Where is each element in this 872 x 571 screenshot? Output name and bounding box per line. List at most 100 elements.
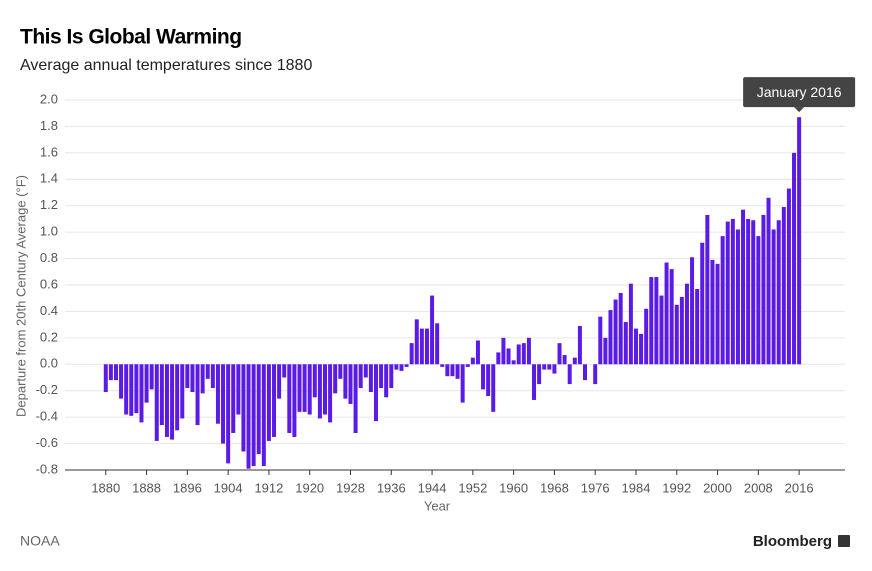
bar [542,364,547,370]
x-tick-label: 2008 [744,480,773,495]
bar [170,364,175,440]
y-tick-label: 1.0 [40,224,58,239]
x-tick-label: 1960 [499,480,528,495]
bar [312,364,317,398]
x-tick-label: 1888 [132,480,161,495]
bar [628,283,633,365]
annotation: January 2016 [743,77,856,113]
bar [669,269,674,365]
bar [659,295,664,365]
x-tick-label: 2000 [703,480,732,495]
bar [460,364,465,403]
plot: 2.0 1.8 1.6 1.4 1.2 1.0 0.8 0.6 0.4 0.2 0.0 -0.2 -0.… [36,77,856,495]
bar [159,364,164,426]
x-axis-label: Year [424,498,451,513]
bar [516,344,521,365]
bar [414,319,419,365]
annotation-pointer [794,107,805,113]
bar [144,364,149,403]
bar [797,117,802,365]
bar [639,333,644,365]
bar [455,364,460,379]
bar [129,364,134,416]
bar [368,364,373,393]
bar [200,364,205,394]
bar [241,364,246,452]
bar [664,262,669,365]
bar [256,364,261,455]
bar [496,352,501,365]
y-tick-label: 1.4 [40,171,58,186]
bar [577,325,582,365]
bar [149,364,154,390]
bar [124,364,129,415]
bar [363,364,368,378]
bar [307,364,312,415]
bar [317,364,322,419]
bar [185,364,190,389]
bar [210,364,215,389]
bar [501,337,506,365]
bar [399,364,404,371]
bar [440,364,445,367]
bar [649,277,654,365]
bar [154,364,159,441]
bar [710,259,715,365]
bar [552,364,557,374]
bar [435,323,440,365]
bar [373,364,378,422]
bar [746,218,751,365]
bar [287,364,292,433]
bar [215,364,220,424]
bar [491,364,496,412]
x-tick-label: 1912 [254,480,283,495]
bar [384,364,389,398]
bar [756,236,761,365]
x-tick-label: 1904 [214,480,243,495]
y-tick-label: -0.8 [36,461,58,476]
brand: Bloomberg [753,533,832,550]
bar [119,364,124,399]
bar [419,328,424,365]
bar [302,364,307,412]
bar [195,364,200,426]
bar [113,364,118,381]
bar [674,304,679,365]
bar [379,364,384,389]
bar [297,364,302,412]
bar [465,364,470,367]
source: NOAA [20,533,60,549]
bar [338,364,343,379]
bar [134,364,139,414]
bar [292,364,297,437]
x-tick-label: 1928 [336,480,365,495]
x-tick-label: 2016 [785,480,814,495]
x-tick-label: 1936 [377,480,406,495]
bar [547,364,552,370]
bar [695,288,700,365]
y-tick-label: 0.6 [40,276,58,291]
bar [613,299,618,365]
bar [567,364,572,385]
bar [205,364,210,379]
y-tick-label: 1.8 [40,118,58,133]
bar [221,364,226,444]
bar [450,364,455,377]
bar [684,283,689,365]
x-tick-label: 1880 [91,480,120,495]
bar [511,360,516,365]
bar [430,295,435,365]
bar [261,364,266,467]
bar [139,364,144,423]
bar [751,220,756,365]
bar [776,220,781,365]
bar [792,152,797,365]
bar [424,328,429,365]
x-tick-label: 1976 [581,480,610,495]
bar [328,364,333,423]
x-tick-label: 1944 [418,480,447,495]
bar [236,364,241,415]
y-tick-label: 0.2 [40,329,58,344]
bar [715,263,720,365]
bar [679,296,684,365]
